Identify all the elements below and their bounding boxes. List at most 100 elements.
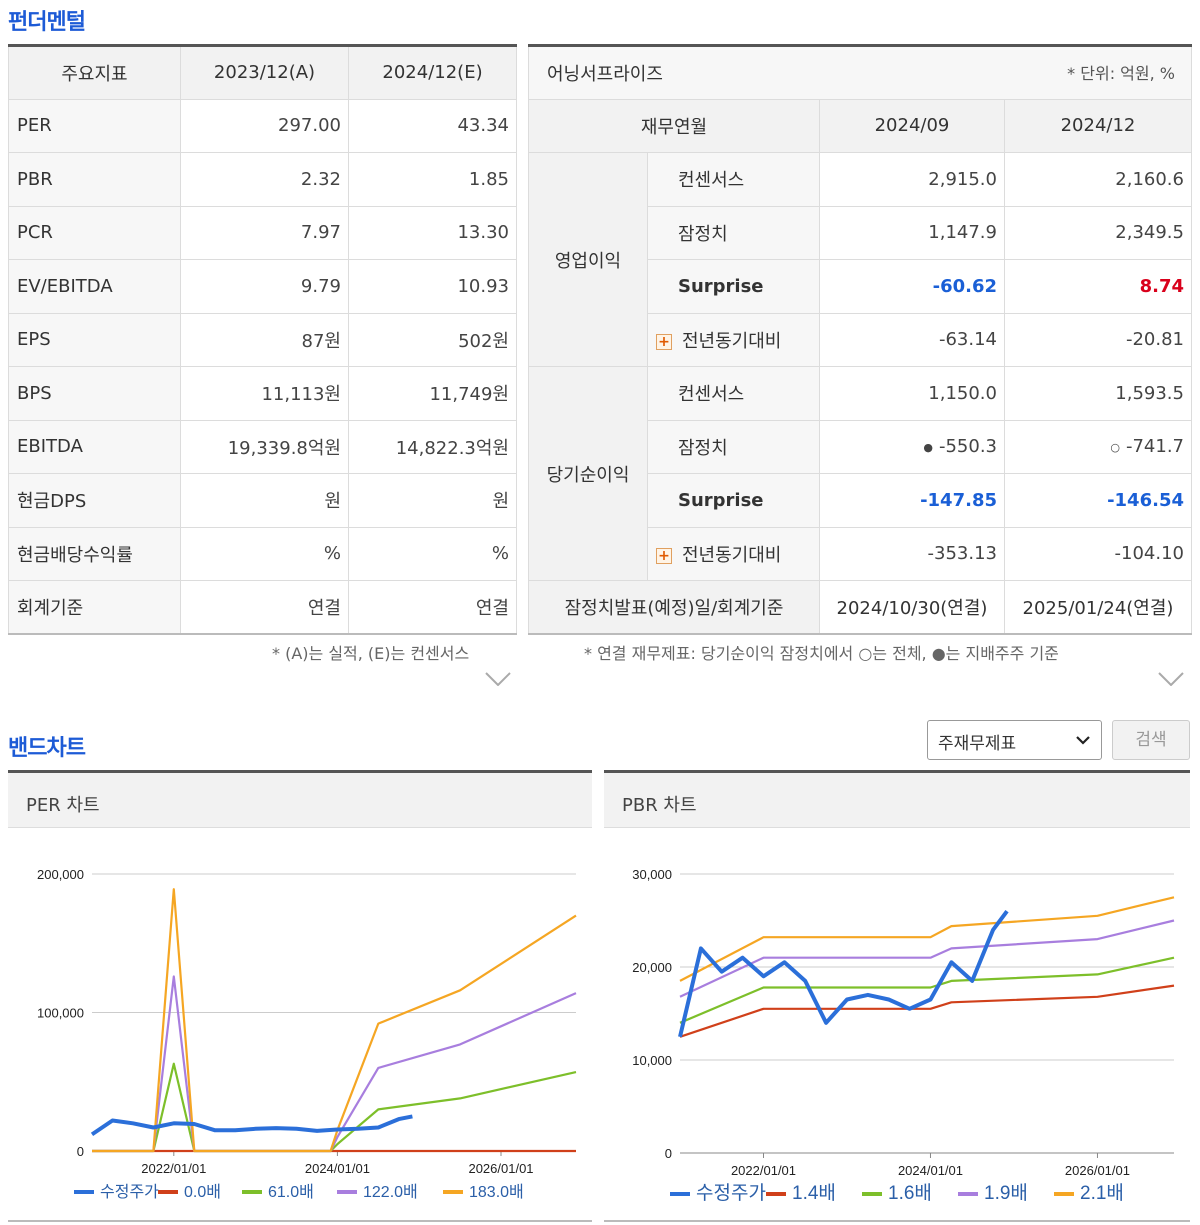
indicator-label: 현금DPS	[8, 473, 181, 528]
table-row: Surprise -60.62 8.74	[529, 259, 1192, 314]
metric-label-text: 컨센서스	[678, 384, 745, 406]
metric-value: -353.13	[819, 526, 1005, 581]
metric-value-text: -104.10	[1114, 543, 1184, 565]
announce-date-label: 잠정치발표(예정)일/회계기준	[528, 580, 820, 635]
metric-value: ○ -741.7	[1004, 419, 1192, 474]
metric-label-text: 전년동기대비	[682, 544, 782, 566]
chevron-down-icon	[1076, 736, 1090, 745]
table-row: + 전년동기대비 -63.14 -20.81	[529, 312, 1192, 367]
y-tick-label: 0	[77, 1144, 84, 1159]
metric-value-text: -550.3	[938, 436, 997, 458]
statement-type-select[interactable]: 주재무제표	[927, 720, 1102, 760]
fundamental-title: 펀더멘털	[8, 10, 86, 35]
earnings-note: * 연결 재무제표: 당기순이익 잠정치에서 ○는 전체, ●는 지배주주 기준	[584, 644, 1059, 663]
expand-plus-icon[interactable]: +	[656, 547, 672, 564]
metric-value-text: -20.81	[1125, 329, 1184, 351]
col-header-period: 재무연월	[528, 98, 820, 153]
estimate-value: 11,749원	[348, 366, 517, 421]
search-button[interactable]: 검색	[1112, 720, 1190, 760]
pbr-chart-title: PBR 차트	[604, 773, 1190, 828]
table-row: 영업이익 컨센서스 2,915.0 2,160.6	[528, 152, 1192, 367]
table-row: PER 297.00 43.34	[8, 98, 517, 153]
metric-value: 8.74	[1004, 259, 1192, 314]
col-header-2024-12: 2024/12	[1004, 98, 1192, 153]
col-header-actual: 2023/12(A)	[180, 45, 349, 100]
metric-label: Surprise	[647, 259, 820, 314]
actual-value: 9.79	[180, 259, 349, 314]
expand-chevron-icon[interactable]	[1158, 672, 1184, 686]
y-tick-label: 100,000	[37, 1006, 84, 1021]
legend-label: 122.0배	[363, 1183, 418, 1201]
indicator-label: BPS	[8, 366, 181, 421]
per-chart-panel: PER 차트 200,000 100,000 0 2022/01/01 2024/01/…	[8, 770, 592, 1222]
announce-date-2024-12: 2025/01/24(연결)	[1004, 580, 1192, 635]
table-row: Surprise -147.85 -146.54	[529, 473, 1192, 528]
metric-value: -104.10	[1004, 526, 1192, 581]
y-tick-label: 200,000	[37, 867, 84, 882]
group-label: 당기순이익	[528, 366, 648, 581]
estimate-value: 43.34	[348, 98, 517, 153]
metric-value: 2,349.5	[1004, 205, 1192, 260]
series-line	[90, 1114, 413, 1137]
x-tick-label: 2022/01/01	[731, 1163, 796, 1178]
table-row: PBR 2.32 1.85	[8, 152, 517, 207]
metric-label: 컨센서스	[647, 366, 820, 421]
estimate-value: 14,822.3억원	[348, 419, 517, 474]
metric-label-text: 잠정치	[678, 437, 728, 459]
series-line	[679, 896, 1175, 982]
announce-date-2024-09: 2024/10/30(연결)	[819, 580, 1005, 635]
metric-value: 2,915.0	[819, 152, 1005, 207]
series-line	[678, 910, 1009, 1038]
metric-label: + 전년동기대비	[647, 526, 820, 581]
actual-value: 연결	[180, 580, 349, 635]
metric-value: 1,593.5	[1004, 366, 1192, 421]
series-line	[679, 919, 1175, 998]
metric-value: 2,160.6	[1004, 152, 1192, 207]
metric-value-text: -60.62	[932, 275, 997, 297]
indicator-label: PCR	[8, 205, 181, 260]
x-tick-label: 2026/01/01	[1065, 1163, 1130, 1178]
metric-value-text: 1,593.5	[1115, 382, 1184, 404]
metric-value-text: -146.54	[1107, 489, 1184, 511]
series-line	[679, 984, 1175, 1038]
actual-value: 11,113원	[180, 366, 349, 421]
per-chart: 200,000 100,000 0 2022/01/01 2024/01/01 2026/…	[37, 867, 577, 1201]
actual-value: 297.00	[180, 98, 349, 153]
metric-value: -146.54	[1004, 473, 1192, 528]
table-row: PCR 7.97 13.30	[8, 205, 517, 260]
y-tick-label: 10,000	[632, 1053, 672, 1068]
estimate-value: 13.30	[348, 205, 517, 260]
legend-label: 1.6배	[888, 1182, 932, 1204]
legend-label: 61.0배	[268, 1183, 314, 1201]
pbr-chart: 30,000 20,000 10,000 0 2022/01/01 2024/01/01 2…	[632, 867, 1175, 1204]
table-row: 잠정치 1,147.9 2,349.5	[529, 205, 1192, 260]
estimate-value: 원	[348, 473, 517, 528]
estimate-value: 502원	[348, 312, 517, 367]
earnings-surprise-table: 어닝서프라이즈 * 단위: 억원, % 재무연월 2024/09 2024/12…	[528, 44, 1192, 635]
table-row: EPS 87원 502원	[8, 312, 517, 367]
table-row: 당기순이익 컨센서스 1,150.0 1,593.5	[528, 366, 1192, 581]
x-tick-label: 2026/01/01	[468, 1161, 533, 1176]
unit-label: * 단위: 억원, %	[1067, 63, 1175, 83]
empty-circle-icon: ○	[1110, 440, 1120, 454]
indicator-label: EPS	[8, 312, 181, 367]
metric-value-text: 2,349.5	[1115, 222, 1184, 244]
x-tick-label: 2024/01/01	[898, 1163, 963, 1178]
actual-value: 7.97	[180, 205, 349, 260]
pbr-chart-panel: PBR 차트 30,000 20,000 10,000 0 2022/01/01 2024…	[604, 770, 1190, 1222]
table-row: EBITDA 19,339.8억원 14,822.3억원	[8, 419, 517, 474]
fundamental-note: * (A)는 실적, (E)는 컨센서스	[272, 644, 470, 663]
legend-label: 183.0배	[469, 1183, 524, 1201]
metric-value: -20.81	[1004, 312, 1192, 367]
metric-label: Surprise	[647, 473, 820, 528]
table-row: EV/EBITDA 9.79 10.93	[8, 259, 517, 314]
expand-chevron-icon[interactable]	[485, 672, 511, 686]
metric-value: 1,150.0	[819, 366, 1005, 421]
col-header-indicator: 주요지표	[8, 45, 181, 100]
metric-label: 잠정치	[647, 205, 820, 260]
y-tick-label: 30,000	[632, 867, 672, 882]
expand-plus-icon[interactable]: +	[656, 333, 672, 350]
select-value: 주재무제표	[938, 734, 1017, 754]
table-row: 현금DPS 원 원	[8, 473, 517, 528]
indicator-label: EBITDA	[8, 419, 181, 474]
